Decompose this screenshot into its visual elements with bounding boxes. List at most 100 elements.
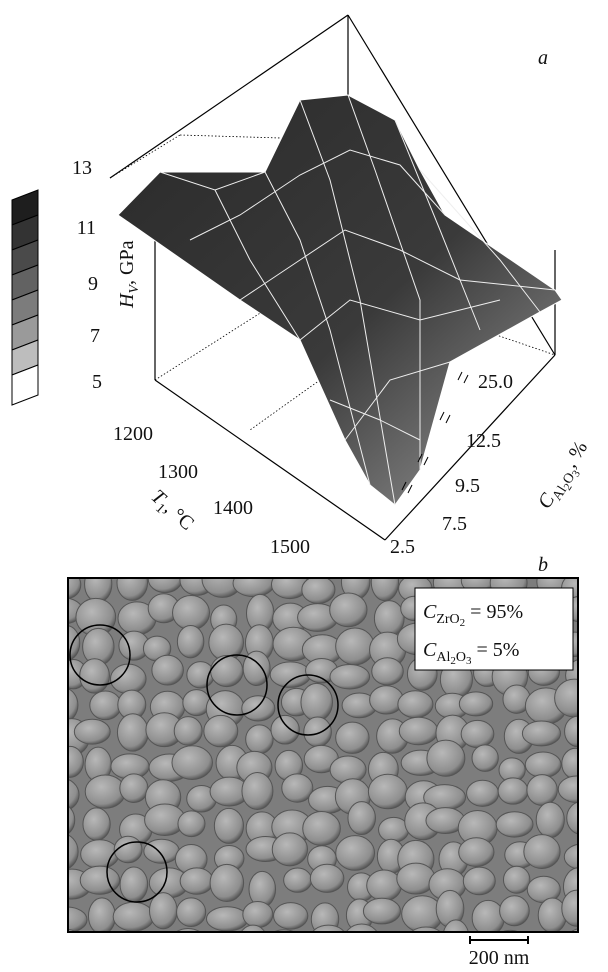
grain	[348, 802, 376, 835]
grain	[206, 907, 247, 931]
grain	[271, 715, 299, 744]
subscript: O	[456, 650, 466, 665]
grain	[57, 746, 83, 777]
symbol: C	[423, 639, 437, 661]
grain	[174, 717, 202, 746]
grain	[472, 745, 498, 772]
z-tick-label: 5	[92, 371, 102, 393]
z-tick-label: 7	[90, 325, 100, 347]
grain	[503, 866, 529, 893]
grain	[303, 812, 341, 846]
grain	[336, 722, 369, 753]
grain	[463, 867, 495, 895]
unit: , %	[559, 437, 592, 471]
t-tick-label: 1500	[270, 536, 310, 558]
grain	[330, 593, 367, 627]
z-ticks: 13 11 9 7 5	[72, 157, 102, 393]
grain	[496, 812, 533, 837]
grain	[367, 870, 402, 901]
grain	[144, 839, 179, 863]
grain	[472, 900, 504, 935]
grain	[246, 725, 273, 754]
value: = 5%	[471, 639, 519, 661]
grain	[177, 898, 206, 927]
grain	[242, 773, 273, 810]
grain	[152, 655, 184, 685]
grain	[310, 864, 344, 892]
grain	[310, 925, 347, 952]
grain	[302, 576, 335, 603]
grain	[371, 564, 398, 601]
grain	[536, 802, 564, 837]
grain	[562, 748, 589, 779]
grain	[459, 838, 494, 867]
grain	[467, 780, 499, 806]
grain	[562, 890, 592, 926]
c-tick-label: 12.5	[466, 430, 501, 452]
c-tick-label: 9.5	[455, 475, 480, 497]
unit: , GPa	[116, 240, 138, 285]
grain	[45, 833, 78, 870]
grain	[498, 778, 528, 804]
grain	[368, 774, 407, 809]
t-tick-label: 1300	[158, 461, 198, 483]
grain	[144, 937, 181, 962]
z-tick-label: 11	[77, 217, 96, 239]
grain	[74, 719, 110, 744]
grain	[301, 683, 333, 721]
grain	[233, 570, 274, 597]
grain	[169, 928, 207, 961]
colorbar	[12, 190, 38, 405]
grain	[85, 566, 112, 602]
grain	[272, 833, 307, 866]
t-ticks: 1200 1300 1400 1500	[113, 423, 310, 558]
grain	[49, 929, 84, 966]
grain	[427, 740, 465, 776]
grain	[178, 811, 205, 837]
grain	[304, 717, 332, 747]
grain	[211, 655, 243, 686]
grain	[242, 696, 275, 721]
grain	[53, 571, 81, 598]
grain	[567, 802, 596, 835]
grain	[399, 717, 438, 745]
grain	[113, 902, 154, 931]
grain	[266, 930, 303, 954]
scale-bar-label: 200 nm	[469, 947, 530, 969]
grain	[177, 625, 203, 657]
grain	[343, 924, 381, 961]
grain	[210, 864, 244, 901]
grain	[46, 907, 87, 933]
grain	[282, 774, 313, 802]
t-tick-label: 1200	[113, 423, 153, 445]
grain	[336, 836, 375, 871]
panel-label: b	[538, 554, 548, 576]
grain	[187, 662, 214, 688]
grain	[47, 804, 75, 836]
grain	[284, 868, 312, 892]
grain	[500, 896, 530, 926]
grain	[54, 626, 80, 661]
grain	[204, 715, 238, 746]
grain	[525, 752, 561, 778]
grain	[555, 679, 594, 717]
grain	[180, 868, 213, 894]
grain	[84, 931, 123, 966]
t-tick-label: 1400	[213, 497, 253, 519]
grain	[110, 664, 146, 694]
grain	[85, 775, 125, 808]
grain	[372, 658, 404, 685]
grain	[117, 714, 148, 751]
grain	[363, 898, 400, 924]
grain	[80, 659, 110, 693]
z-tick-label: 9	[88, 273, 98, 295]
grain	[398, 691, 433, 718]
grain	[522, 721, 560, 746]
grain	[50, 688, 78, 722]
z-axis-title: HV, GPa	[116, 240, 142, 309]
symbol: H	[116, 292, 138, 309]
grain	[527, 775, 557, 806]
grain	[336, 628, 375, 665]
grain	[173, 596, 210, 630]
panel-label: a	[538, 47, 548, 69]
